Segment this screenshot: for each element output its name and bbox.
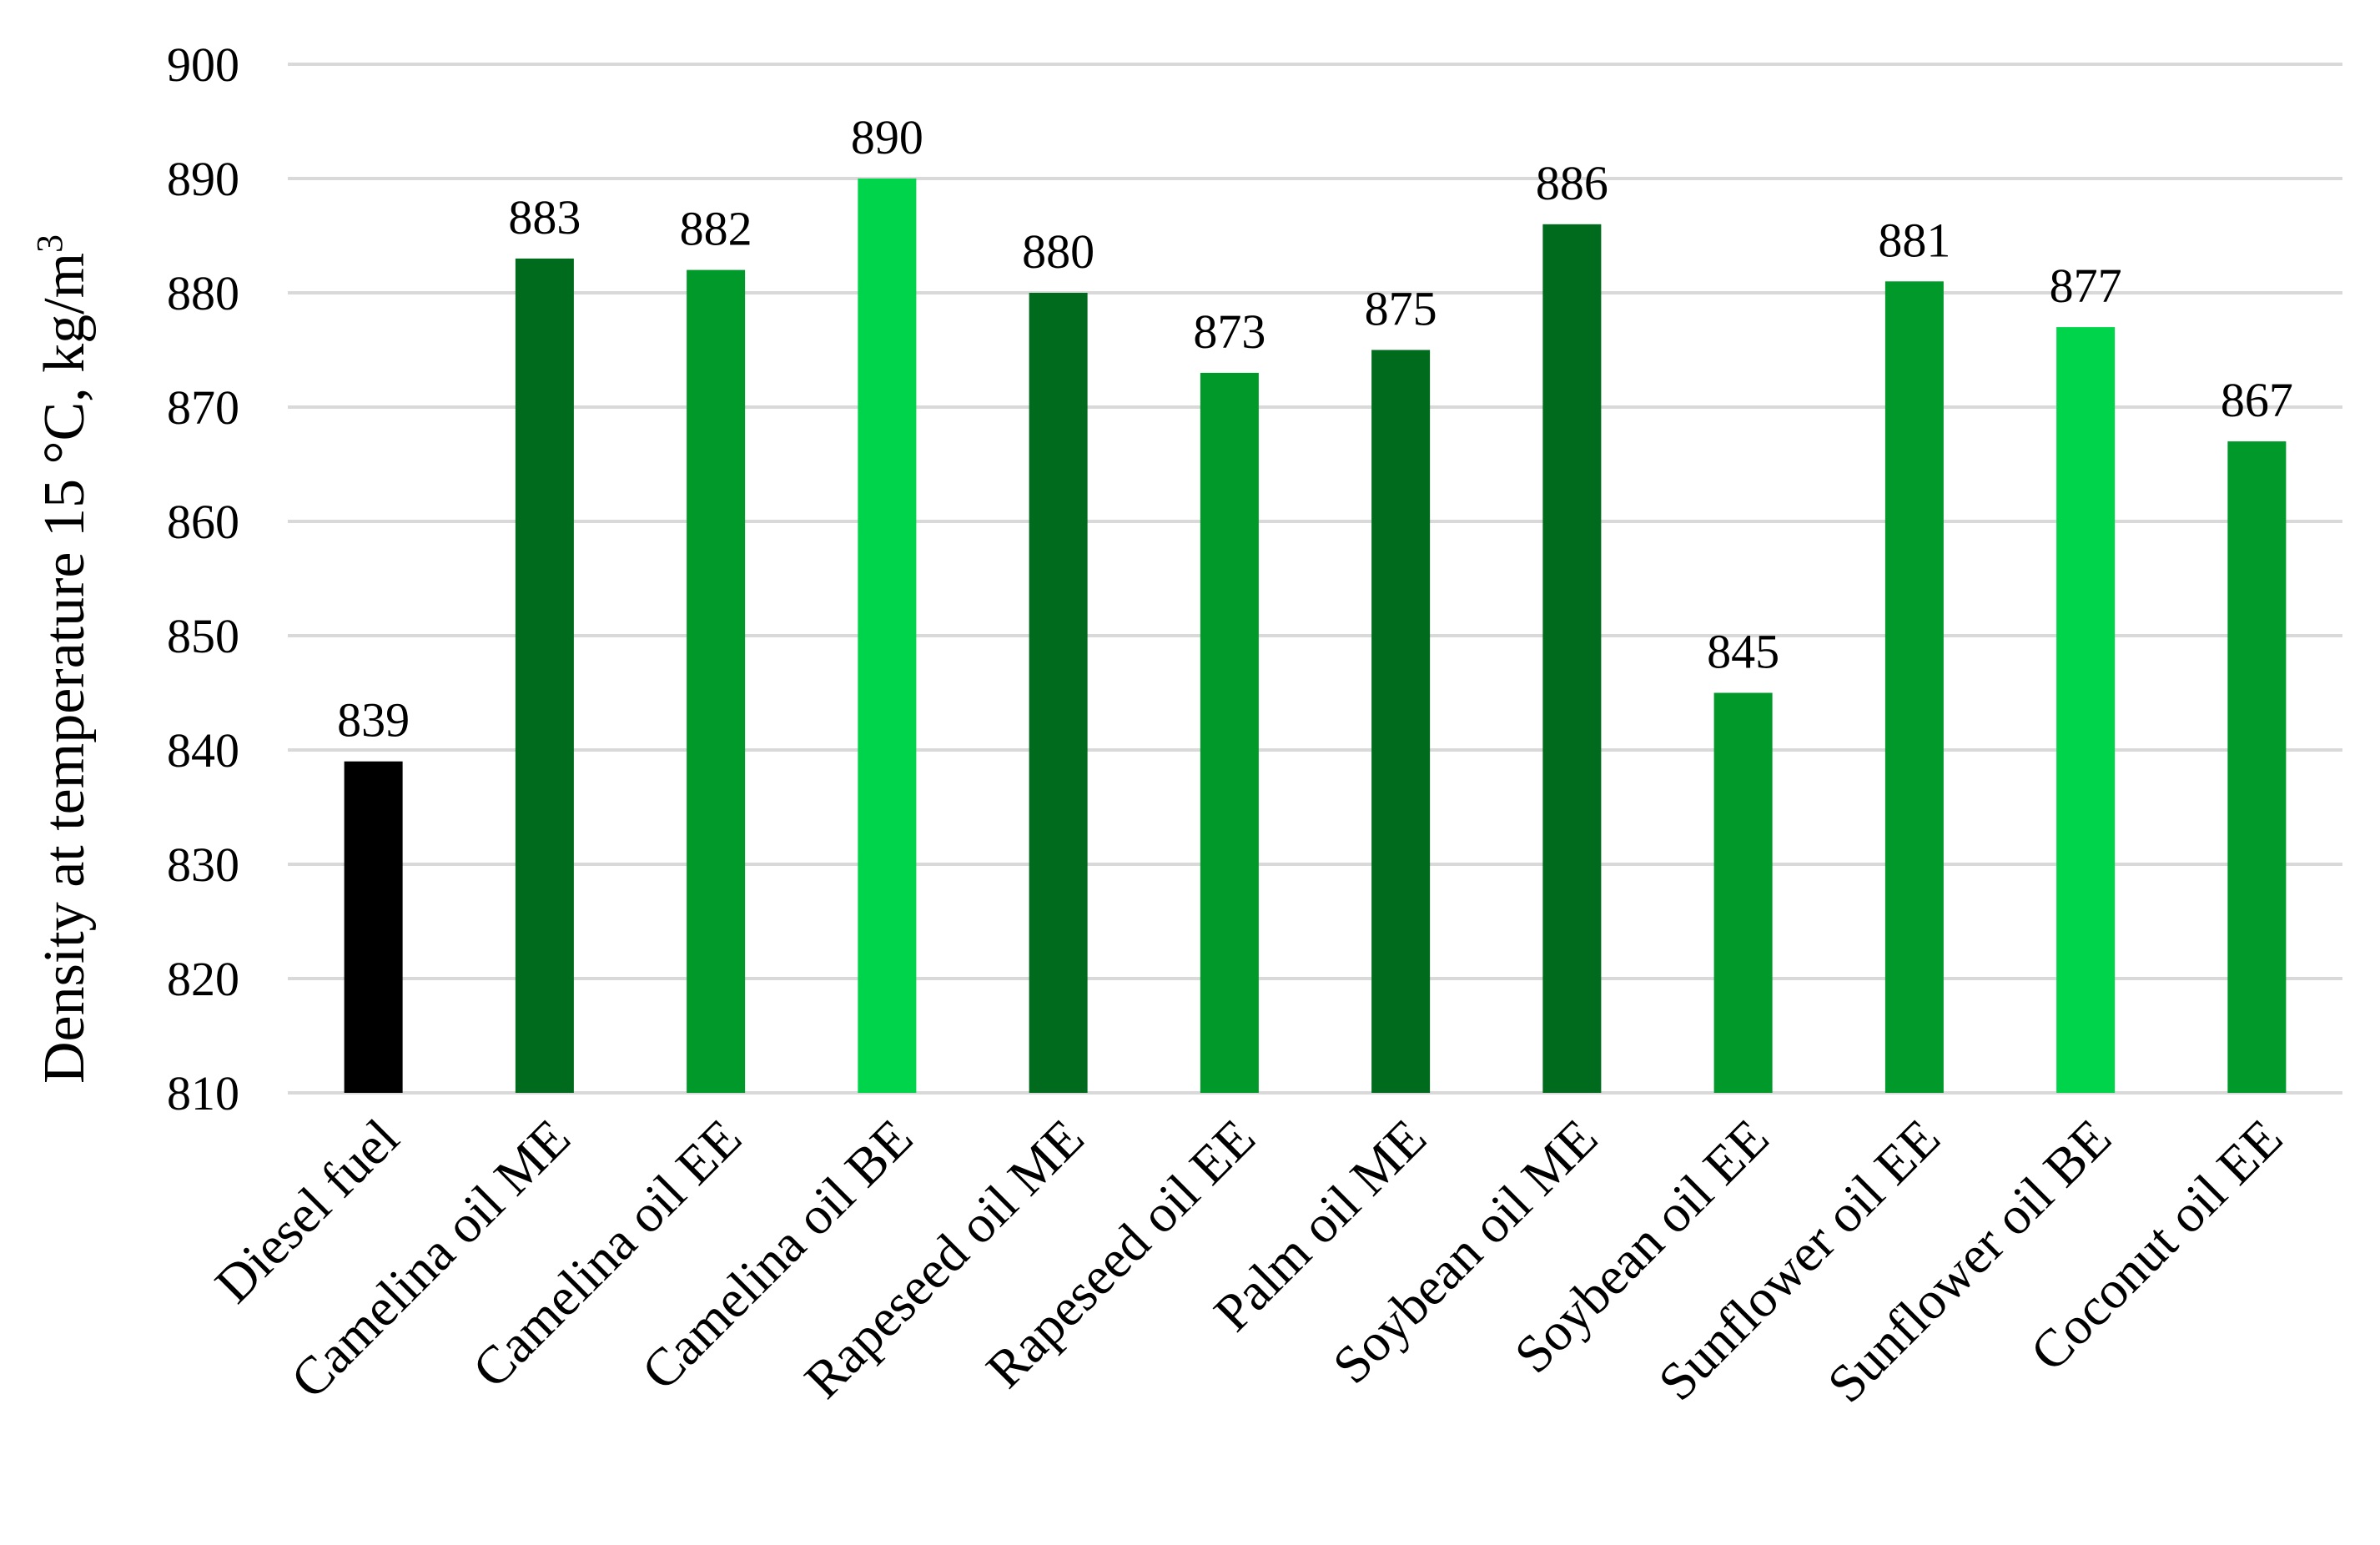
y-axis-title-superscript: 3 <box>29 234 70 253</box>
bar <box>1713 692 1773 1093</box>
y-tick-label: 820 <box>167 952 239 1006</box>
y-tick-label: 810 <box>167 1066 239 1120</box>
bar <box>1029 293 1088 1093</box>
data-label: 890 <box>851 110 923 164</box>
bars <box>344 179 2287 1094</box>
y-tick-label: 830 <box>167 838 239 892</box>
bar <box>344 761 403 1093</box>
data-label: 886 <box>1536 156 1608 210</box>
bar <box>858 179 917 1093</box>
bar <box>2227 441 2287 1093</box>
data-label: 873 <box>1193 304 1265 359</box>
data-label: 839 <box>337 693 410 747</box>
data-labels: 839 883 882 890 880 873 875 886 845 881 877 867 <box>337 110 2293 747</box>
y-tick-label: 900 <box>167 38 239 92</box>
data-label: 877 <box>2050 259 2122 313</box>
bar <box>687 269 746 1094</box>
bar <box>1200 372 1259 1093</box>
bar <box>515 258 574 1093</box>
y-tick-label: 850 <box>167 609 239 663</box>
bar <box>1371 350 1431 1093</box>
x-category-label: Sunflower oil BE <box>1816 1108 2122 1414</box>
y-axis-ticks: 810 820 830 840 850 860 870 880 890 900 <box>167 38 239 1120</box>
gridlines <box>288 63 2342 1095</box>
y-axis-title: Density at temperature 15 °C, kg/m3 <box>29 234 97 1084</box>
data-label: 883 <box>508 190 581 244</box>
data-label: 867 <box>2221 373 2293 427</box>
y-tick-label: 860 <box>167 495 239 549</box>
data-label: 881 <box>1878 213 1950 267</box>
data-label: 882 <box>680 202 752 256</box>
bar <box>1542 224 1602 1093</box>
data-label: 875 <box>1365 282 1437 336</box>
data-label: 880 <box>1022 224 1094 279</box>
y-tick-label: 880 <box>167 266 239 320</box>
bar <box>1884 281 1944 1093</box>
y-tick-label: 870 <box>167 380 239 435</box>
y-tick-label: 840 <box>167 723 239 778</box>
y-tick-label: 890 <box>167 152 239 206</box>
bar <box>2056 327 2116 1094</box>
data-label: 845 <box>1707 625 1779 679</box>
y-axis-title-text: Density at temperature 15 °C, kg/m <box>33 253 97 1084</box>
